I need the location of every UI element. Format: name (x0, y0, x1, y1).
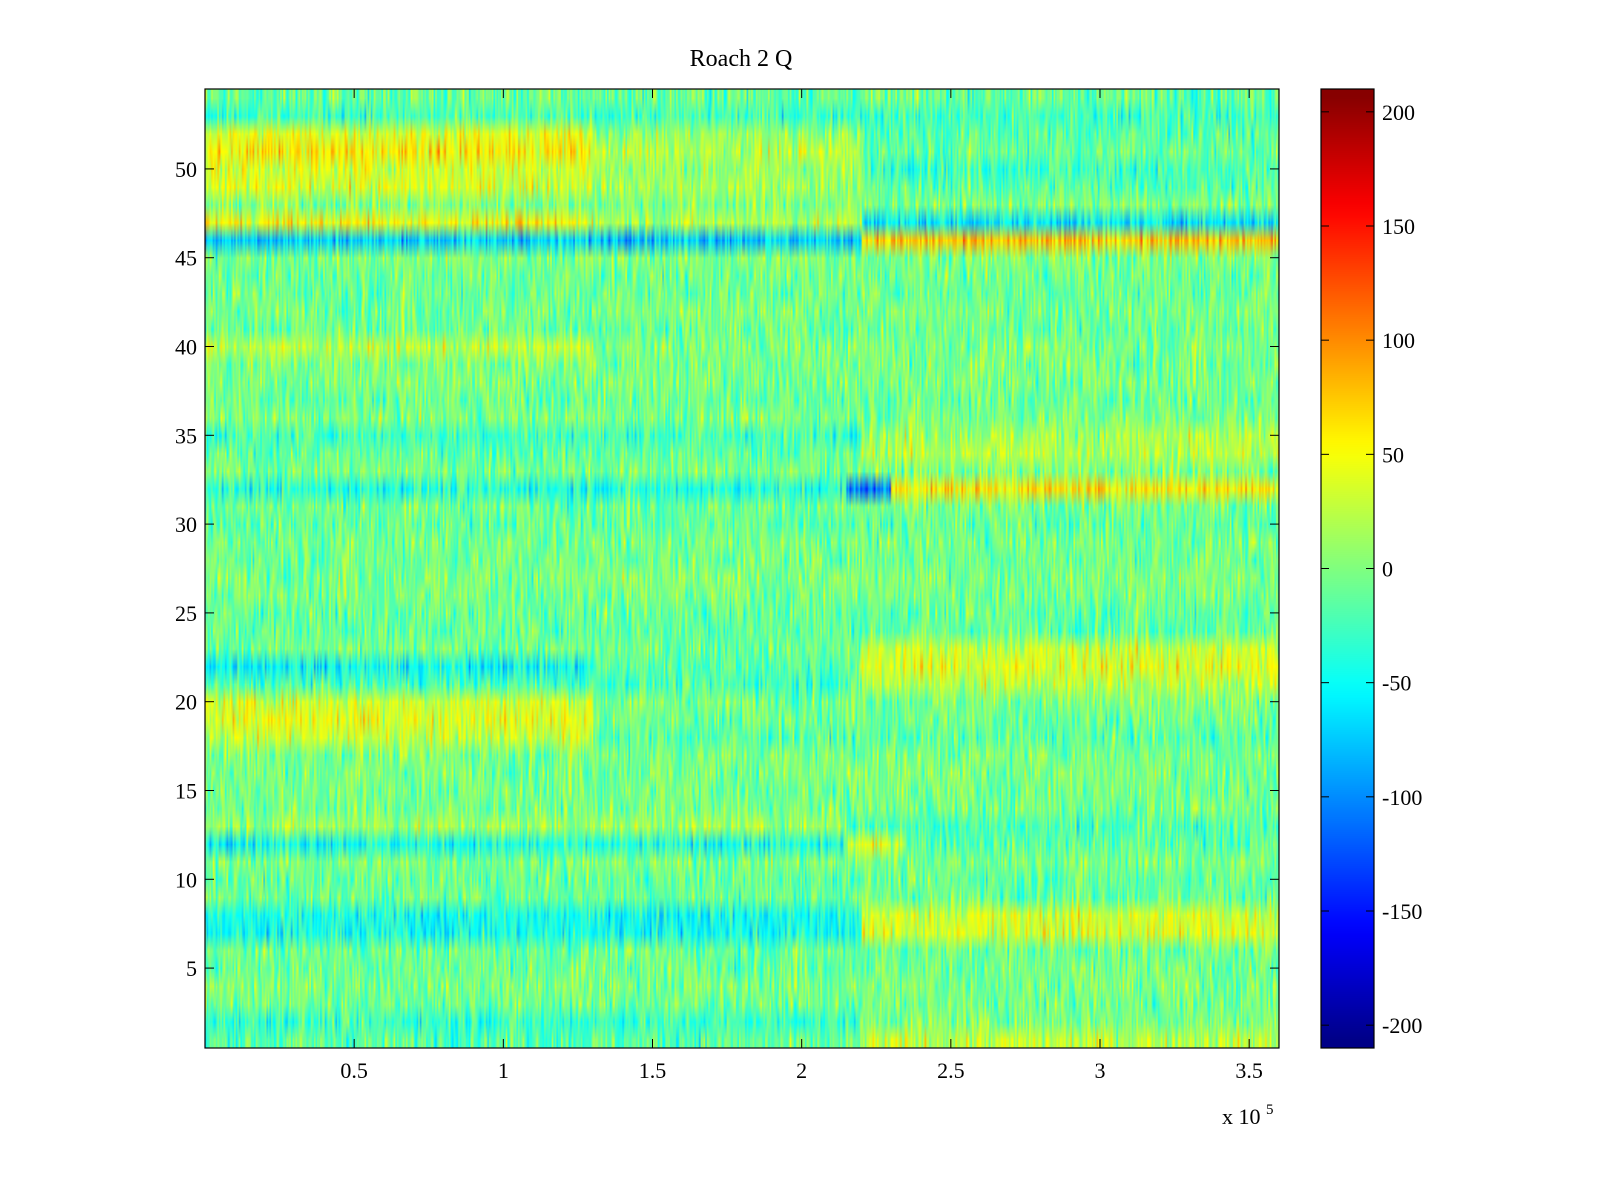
colorbar-tick-label: -50 (1382, 671, 1411, 696)
colorbar-tick-label: 50 (1382, 442, 1404, 467)
colorbar-tick-label: -100 (1382, 785, 1422, 810)
y-tick-label: 40 (175, 335, 197, 360)
x-tick-label: 1.5 (639, 1058, 667, 1083)
colorbar-tick-label: 0 (1382, 557, 1393, 582)
x-multiplier-exponent: 5 (1266, 1102, 1274, 1118)
y-tick-label: 30 (175, 512, 197, 537)
y-tick-label: 35 (175, 423, 197, 448)
y-tick-label: 10 (175, 867, 197, 892)
x-multiplier-label: x 10 5 (1222, 1102, 1274, 1129)
y-tick-label: 15 (175, 778, 197, 803)
x-multiplier-base: x 10 (1222, 1104, 1261, 1129)
x-tick-label: 2.5 (937, 1058, 965, 1083)
x-tick-label: 0.5 (340, 1058, 368, 1083)
colorbar-tick-label: 150 (1382, 214, 1415, 239)
heatmap-plot-area: 0.5 1 1.5 2 2.5 3 3.5 5 10 15 20 25 30 35 40 45 50 (175, 88, 1280, 1083)
chart-title: Roach 2 Q (690, 46, 793, 72)
colorbar-tick-label: -200 (1382, 1013, 1422, 1038)
x-tick-label: 2 (796, 1058, 807, 1083)
plot-frame (204, 88, 1280, 1049)
colorbar-gradient (1321, 89, 1374, 1048)
heatmap-cells (205, 89, 1279, 1048)
colorbar-frame (1320, 88, 1375, 1049)
y-tick-label: 50 (175, 157, 197, 182)
x-tick-label: 3.5 (1235, 1058, 1263, 1083)
colorbar: -200 -150 -100 -50 0 50 100 150 200 (1320, 88, 1422, 1049)
colorbar-tick-label: 100 (1382, 328, 1415, 353)
y-tick-label: 20 (175, 690, 197, 715)
x-tick-label: 3 (1095, 1058, 1106, 1083)
y-tick-label: 5 (186, 956, 197, 981)
y-tick-label: 45 (175, 246, 197, 271)
colorbar-tick-label: 200 (1382, 100, 1415, 125)
y-tick-label: 25 (175, 601, 197, 626)
x-tick-label: 1 (498, 1058, 509, 1083)
y-axis: 5 10 15 20 25 30 35 40 45 50 (175, 157, 1279, 981)
colorbar-tick-label: -150 (1382, 899, 1422, 924)
x-axis: 0.5 1 1.5 2 2.5 3 3.5 (340, 89, 1263, 1083)
colorbar-axis: -200 -150 -100 -50 0 50 100 150 200 (1321, 100, 1422, 1038)
